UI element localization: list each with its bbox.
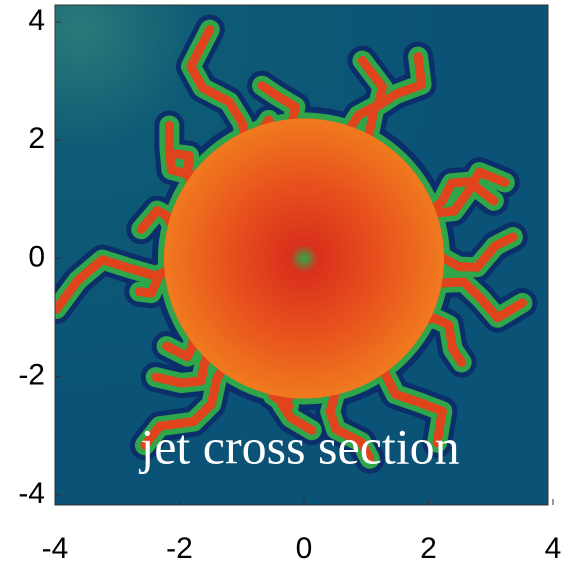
annotation: jet cross section [138, 418, 459, 474]
x-tick-label: -4 [42, 532, 69, 565]
core [164, 119, 444, 399]
x-tick-label: 0 [296, 532, 313, 565]
x-tick-label: 4 [545, 532, 561, 565]
x-tick-label: 2 [420, 532, 437, 565]
chart: jet cross section -4 -2 0 2 4 -4 -2 0 2 4 [0, 0, 561, 574]
y-tick-label: 2 [28, 122, 45, 155]
y-tick-label: -2 [18, 359, 45, 392]
x-tick-label: -2 [166, 532, 193, 565]
y-tick-label: 0 [28, 240, 45, 273]
y-tick-label: 4 [28, 4, 45, 37]
y-tick-label: -4 [18, 477, 45, 510]
